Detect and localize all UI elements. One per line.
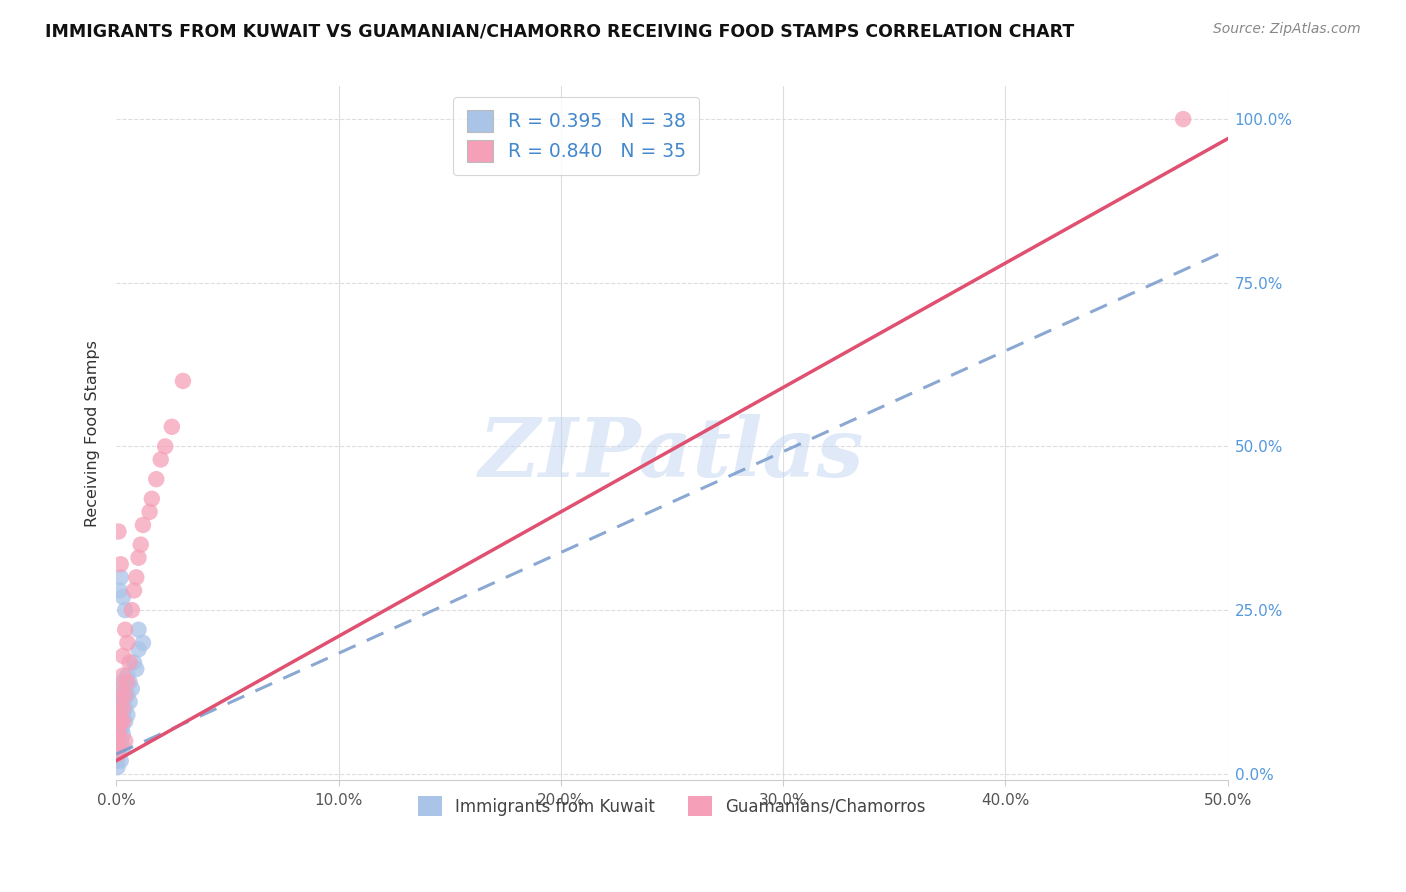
Point <box>111 590 134 604</box>
Point <box>111 695 134 709</box>
Point <box>108 727 131 741</box>
Point <box>107 727 129 741</box>
Point <box>110 754 132 768</box>
Point <box>114 734 136 748</box>
Point <box>107 721 129 735</box>
Point <box>128 623 150 637</box>
Point <box>107 747 129 761</box>
Point <box>111 721 134 735</box>
Point <box>107 740 129 755</box>
Point <box>122 583 145 598</box>
Point <box>110 558 132 572</box>
Point <box>114 701 136 715</box>
Text: IMMIGRANTS FROM KUWAIT VS GUAMANIAN/CHAMORRO RECEIVING FOOD STAMPS CORRELATION C: IMMIGRANTS FROM KUWAIT VS GUAMANIAN/CHAM… <box>45 22 1074 40</box>
Text: ZIPatlas: ZIPatlas <box>479 414 865 494</box>
Point <box>114 623 136 637</box>
Point <box>117 636 139 650</box>
Point <box>111 675 134 690</box>
Point <box>111 740 134 755</box>
Point <box>105 747 128 761</box>
Point <box>110 701 132 715</box>
Point <box>105 754 128 768</box>
Point <box>111 701 134 715</box>
Point <box>132 518 155 533</box>
Point <box>107 747 129 761</box>
Point <box>114 681 136 696</box>
Point <box>118 675 141 690</box>
Point <box>122 656 145 670</box>
Point <box>121 603 143 617</box>
Point <box>108 707 131 722</box>
Point <box>110 695 132 709</box>
Point <box>108 721 131 735</box>
Point <box>1173 112 1195 127</box>
Point <box>117 668 139 682</box>
Point <box>110 734 132 748</box>
Point <box>111 714 134 729</box>
Point <box>125 662 148 676</box>
Point <box>114 688 136 702</box>
Point <box>121 681 143 696</box>
Point <box>105 760 128 774</box>
Point <box>160 419 183 434</box>
Point <box>138 505 160 519</box>
Point <box>110 714 132 729</box>
Point <box>141 491 163 506</box>
Point <box>108 707 131 722</box>
Point <box>114 714 136 729</box>
Point <box>128 642 150 657</box>
Point <box>145 472 167 486</box>
Point <box>117 688 139 702</box>
Point <box>149 452 172 467</box>
Point <box>111 727 134 741</box>
Point <box>129 538 152 552</box>
Point <box>117 675 139 690</box>
Point <box>110 714 132 729</box>
Point <box>111 648 134 663</box>
Point <box>111 668 134 682</box>
Point <box>132 636 155 650</box>
Point <box>128 550 150 565</box>
Point <box>110 570 132 584</box>
Point <box>108 583 131 598</box>
Point <box>172 374 194 388</box>
Point <box>117 707 139 722</box>
Point <box>153 439 176 453</box>
Point <box>118 656 141 670</box>
Point <box>111 707 134 722</box>
Point <box>107 740 129 755</box>
Point <box>118 695 141 709</box>
Point <box>107 524 129 539</box>
Point <box>110 688 132 702</box>
Text: Source: ZipAtlas.com: Source: ZipAtlas.com <box>1213 22 1361 37</box>
Point <box>108 734 131 748</box>
Point <box>114 603 136 617</box>
Y-axis label: Receiving Food Stamps: Receiving Food Stamps <box>86 340 100 527</box>
Legend: Immigrants from Kuwait, Guamanians/Chamorros: Immigrants from Kuwait, Guamanians/Chamo… <box>411 789 934 824</box>
Point <box>110 681 132 696</box>
Point <box>125 570 148 584</box>
Point <box>107 734 129 748</box>
